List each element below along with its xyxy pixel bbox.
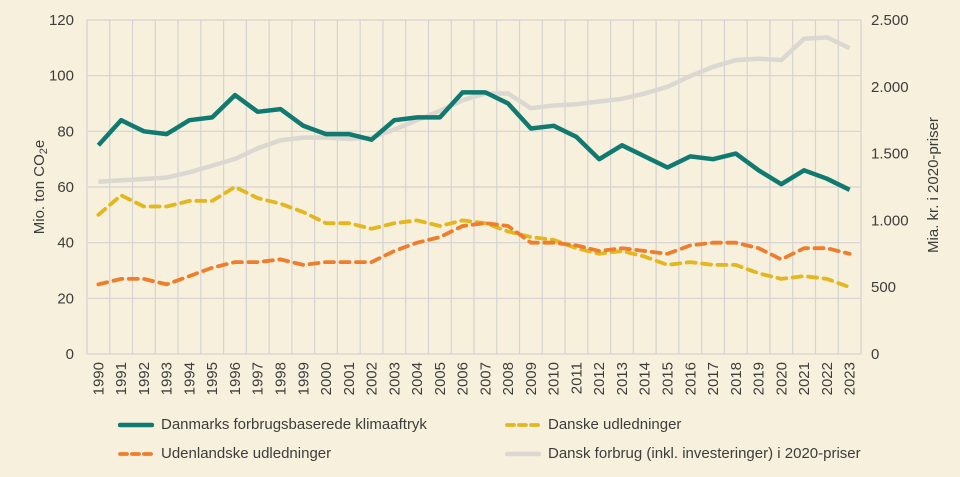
y-axis-left-tick-label: 0 [66,346,74,363]
legend-item-label: Danmarks forbrugsbaserede klimaaftryk [161,416,427,433]
x-axis-tick-label: 2006 [455,362,472,395]
x-axis-tick-label: 2018 [728,362,745,395]
x-axis-tick-label: 2000 [318,362,335,395]
x-axis-tick-label: 1997 [250,362,267,395]
x-axis-tick-label: 2017 [705,362,722,395]
x-axis-tick-label: 2020 [773,362,790,395]
series-line-orange [96,221,852,287]
x-axis-tick-label: 2013 [614,362,631,395]
x-axis-tick-label: 2001 [341,362,358,395]
y-axis-left-tick-label: 40 [57,235,74,252]
x-axis-tick-label: 1990 [90,362,107,395]
x-axis-tick-label: 2014 [637,362,654,395]
x-axis-tick-label: 2008 [500,362,517,395]
x-axis-tick-label: 1998 [273,362,290,395]
y-axis-right-ticks: 0 500 1.000 1.500 2.000 2.500 [871,12,909,363]
legend-swatch [118,422,154,428]
y-axis-left-ticks: 0 20 40 60 80 100 120 [49,12,74,363]
x-axis-tick-label: 1994 [181,362,198,395]
legend-item-label: Danske udledninger [548,416,682,433]
x-axis-ticks: 1990 1991 1992 1993 1994 1995 1996 1997 1998 1999… [90,362,858,395]
legend-item: Dansk forbrug (inkl. investeringer) i 20… [505,445,861,463]
legend-item: Danmarks forbrugsbaserede klimaaftryk [118,416,427,434]
y-axis-left-tick-label: 60 [57,179,74,196]
x-axis-tick-label: 2016 [682,362,699,395]
legend-item: Danske udledninger [505,416,681,434]
x-axis-tick-label: 2021 [796,362,813,395]
x-axis-tick-label: 2023 [842,362,859,395]
x-axis-tick-label: 1992 [136,362,153,395]
y-axis-left-tick-label: 20 [57,290,74,307]
series-line-yellow [96,185,852,290]
x-axis-tick-label: 1999 [295,362,312,395]
y-axis-right-tick-label: 500 [871,279,896,296]
series-line-teal [96,90,851,192]
y-axis-right-tick-label: 2.000 [871,79,909,96]
x-axis-tick-label: 2005 [432,362,449,395]
x-axis-tick-label: 2019 [751,362,768,395]
legend-swatch [505,451,541,457]
y-axis-left-tick-label: 100 [49,68,74,85]
x-axis-tick-label: 2009 [523,362,540,395]
legend-swatch [118,452,154,456]
x-axis-tick-label: 2004 [409,362,426,395]
x-axis-tick-label: 1996 [227,362,244,395]
x-axis-tick-label: 1995 [204,362,221,395]
legend-swatch [505,423,541,427]
series-line-gray [98,35,851,184]
y-axis-left-tick-label: 80 [57,123,74,140]
x-axis-tick-label: 1993 [159,362,176,395]
y-axis-right-tick-label: 1.000 [871,212,909,229]
x-axis-tick-label: 2012 [591,362,608,395]
y-axis-right-tick-label: 1.500 [871,146,909,163]
x-axis-tick-label: 2007 [477,362,494,395]
x-axis-tick-label: 2010 [546,362,563,395]
legend-item-label: Udenlandske udledninger [161,445,332,462]
x-axis-tick-label: 1991 [113,362,130,395]
y-axis-right-title: Mia. kr. i 2020-priser [925,117,942,253]
legend-item: Udenlandske udledninger [118,445,331,463]
x-axis-tick-label: 2003 [386,362,403,395]
x-axis-tick-label: 2002 [364,362,381,395]
legend-item-label: Dansk forbrug (inkl. investeringer) i 20… [548,445,861,462]
y-axis-left-title: Mio. ton CO2e [31,140,50,235]
y-axis-left-tick-label: 120 [49,12,74,29]
grid [86,19,862,355]
y-axis-right-tick-label: 0 [871,346,879,363]
y-axis-right-tick-label: 2.500 [871,12,909,29]
x-axis-tick-label: 2011 [568,362,585,394]
x-axis-tick-label: 2022 [819,362,836,395]
x-axis-tick-label: 2015 [660,362,677,395]
